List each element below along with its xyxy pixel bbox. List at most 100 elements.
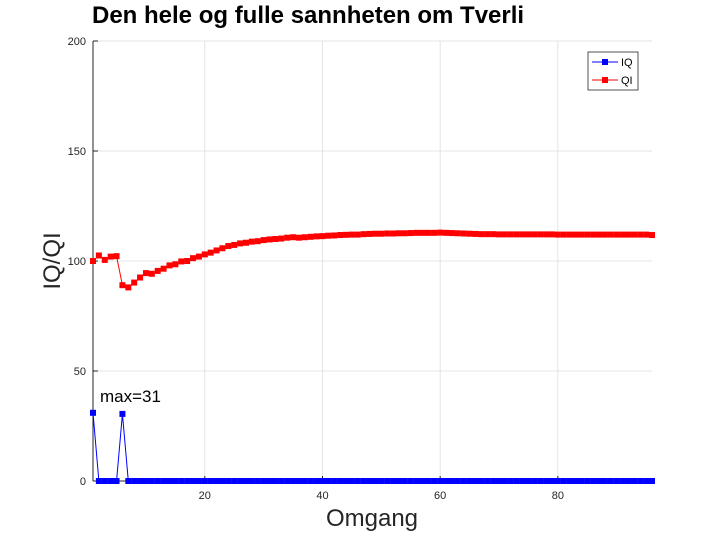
data-series: [90, 229, 655, 484]
data-point-qi: [172, 261, 179, 268]
data-point-qi: [460, 230, 467, 237]
data-point-iq: [366, 478, 373, 484]
data-point-qi: [190, 255, 197, 262]
data-point-iq: [437, 478, 444, 484]
x-tick-label: 40: [316, 490, 328, 502]
data-point-iq: [290, 478, 297, 484]
data-point-iq: [213, 478, 220, 484]
data-point-iq: [590, 478, 597, 484]
data-point-iq: [107, 478, 114, 484]
x-tick-label: 20: [199, 490, 211, 502]
data-point-qi: [531, 231, 538, 238]
legend: IQ QI: [587, 51, 639, 91]
data-point-iq: [613, 478, 620, 484]
data-point-qi: [137, 274, 144, 281]
data-point-iq: [596, 478, 603, 484]
data-point-iq: [619, 478, 626, 484]
data-point-iq: [413, 478, 420, 484]
data-point-iq: [519, 478, 526, 484]
legend-marker-qi: [602, 77, 608, 83]
data-point-iq: [601, 478, 608, 484]
data-point-qi: [613, 231, 620, 238]
legend-label-qi: QI: [621, 75, 633, 87]
data-point-iq: [142, 478, 149, 484]
data-point-qi: [625, 231, 632, 238]
y-tick-labels: 0 50 100 150 200: [68, 36, 86, 488]
data-point-qi: [337, 232, 344, 239]
data-point-iq: [554, 478, 561, 484]
data-point-qi: [513, 231, 520, 238]
data-point-qi: [207, 249, 214, 256]
data-point-qi: [596, 231, 603, 238]
data-point-qi: [554, 231, 561, 238]
data-point-iq: [343, 478, 350, 484]
x-tick-labels: 20 40 60 80: [199, 490, 564, 502]
data-point-iq: [90, 409, 96, 416]
data-point-qi: [213, 247, 220, 254]
data-point-qi: [313, 233, 320, 240]
data-point-iq: [513, 478, 520, 484]
data-point-qi: [148, 270, 155, 277]
data-point-qi: [154, 267, 161, 274]
data-point-qi: [184, 258, 191, 264]
data-point-qi: [331, 232, 338, 239]
data-point-iq: [401, 478, 408, 484]
data-point-qi: [237, 240, 244, 247]
series-iq: [90, 409, 655, 484]
data-point-qi: [478, 231, 485, 238]
data-point-iq: [525, 478, 532, 484]
data-point-iq: [225, 478, 232, 484]
data-point-qi: [295, 234, 302, 241]
data-point-qi: [448, 230, 455, 237]
data-point-qi: [443, 229, 450, 236]
x-tick-label: 80: [552, 490, 564, 502]
data-point-iq: [566, 478, 573, 484]
data-point-iq: [178, 478, 185, 484]
data-point-iq: [360, 478, 367, 484]
x-tick-label: 60: [434, 490, 446, 502]
data-point-iq: [154, 478, 161, 484]
data-point-qi: [301, 234, 308, 241]
data-point-qi: [242, 239, 249, 246]
data-point-iq: [395, 478, 402, 484]
data-point-qi: [619, 231, 626, 238]
data-point-iq: [472, 478, 479, 484]
data-point-iq: [490, 478, 497, 484]
data-point-qi: [248, 238, 255, 245]
data-point-qi: [366, 230, 373, 237]
data-point-iq: [407, 478, 414, 484]
data-point-iq: [190, 478, 197, 484]
data-point-qi: [131, 279, 138, 286]
data-point-qi: [401, 230, 408, 237]
data-point-iq: [237, 478, 244, 484]
data-point-qi: [325, 232, 332, 239]
data-point-qi: [178, 258, 185, 265]
data-point-iq: [242, 478, 249, 484]
data-point-iq: [278, 478, 285, 484]
data-point-qi: [560, 231, 567, 238]
data-point-qi: [607, 231, 614, 238]
data-point-iq: [248, 478, 255, 484]
data-point-iq: [572, 478, 579, 484]
data-point-iq: [172, 478, 179, 484]
y-tick-label: 150: [68, 146, 86, 158]
data-point-qi: [537, 231, 544, 238]
data-point-qi: [437, 229, 444, 236]
data-point-qi: [649, 232, 655, 239]
data-point-iq: [543, 478, 550, 484]
y-tick-label: 100: [68, 256, 86, 268]
legend-label-iq: IQ: [621, 57, 633, 69]
data-point-qi: [390, 230, 397, 237]
y-tick-label: 200: [68, 36, 86, 48]
data-point-iq: [607, 478, 614, 484]
data-point-qi: [219, 245, 226, 252]
data-point-iq: [260, 478, 267, 484]
data-point-iq: [531, 478, 538, 484]
data-point-iq: [631, 478, 638, 484]
data-point-qi: [501, 231, 508, 238]
data-point-qi: [590, 231, 597, 238]
data-point-qi: [101, 256, 108, 263]
data-point-iq: [137, 478, 144, 484]
data-point-iq: [337, 478, 344, 484]
data-point-iq: [643, 478, 650, 484]
